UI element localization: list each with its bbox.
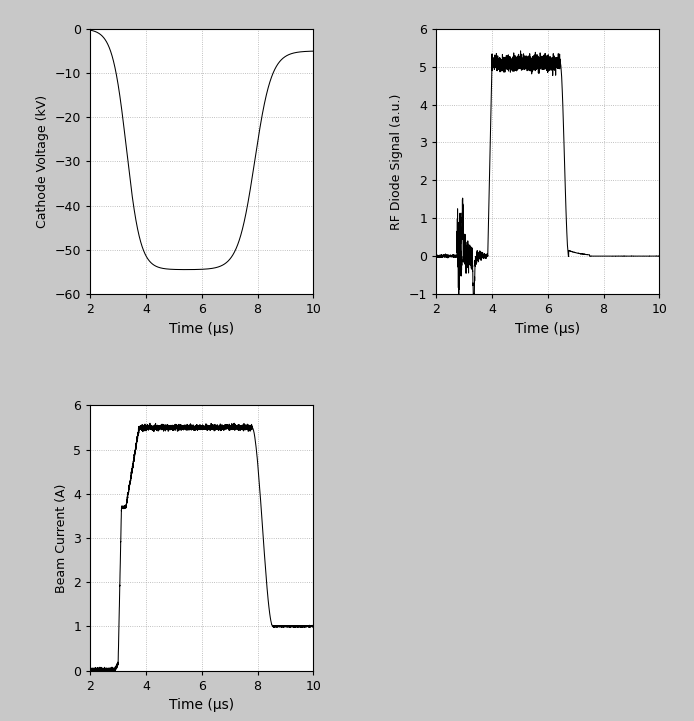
X-axis label: Time (μs): Time (μs) [515,322,580,335]
Y-axis label: Cathode Voltage (kV): Cathode Voltage (kV) [36,95,49,228]
Y-axis label: RF Diode Signal (a.u.): RF Diode Signal (a.u.) [390,93,403,229]
X-axis label: Time (μs): Time (μs) [169,698,235,712]
X-axis label: Time (μs): Time (μs) [169,322,235,335]
Y-axis label: Beam Current (A): Beam Current (A) [55,483,67,593]
